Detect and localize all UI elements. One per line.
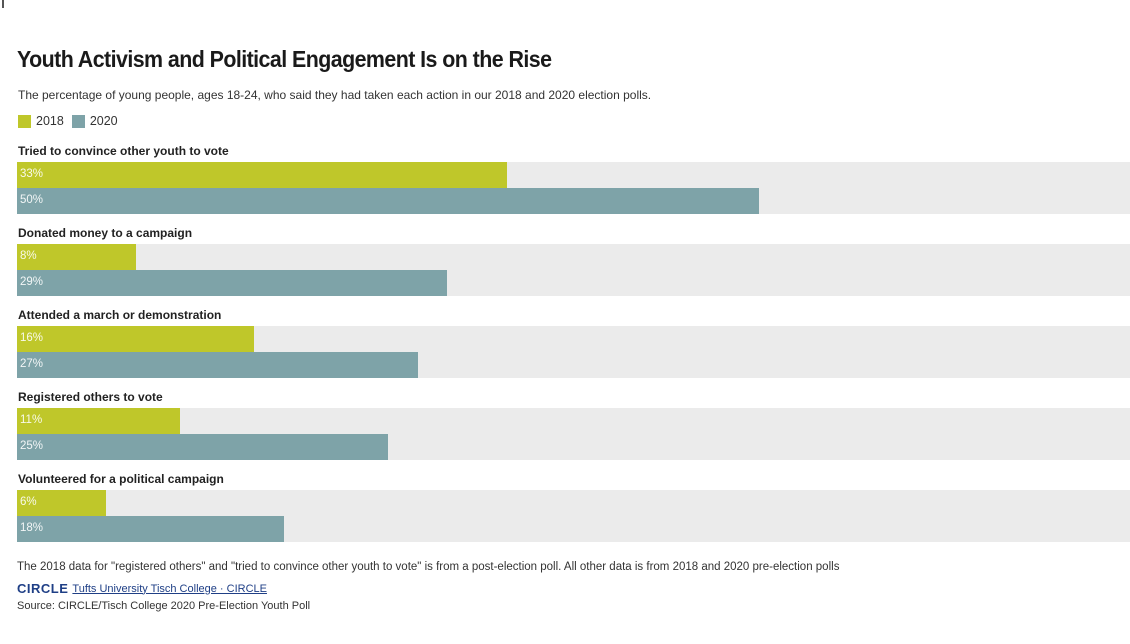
value-label-2020: 29% bbox=[20, 276, 44, 288]
bar-track-2018: 33% bbox=[17, 162, 1130, 188]
chart-subtitle: The percentage of young people, ages 18-… bbox=[18, 88, 652, 102]
value-label-2018: 6% bbox=[20, 496, 37, 508]
bar-group: Volunteered for a political campaign 6% 18… bbox=[17, 469, 1130, 551]
brand-link[interactable]: Tufts University Tisch College · CIRCLE bbox=[72, 582, 267, 595]
bar-group: Tried to convince other youth to vote 33%… bbox=[17, 141, 1130, 223]
source-note: Source: CIRCLE/Tisch College 2020 Pre-El… bbox=[17, 600, 311, 612]
bar-track-2020: 29% bbox=[17, 270, 1130, 296]
bar-group: Attended a march or demonstration 16% 27% bbox=[17, 305, 1130, 387]
value-label-2018: 11% bbox=[20, 414, 43, 426]
value-label-2020: 25% bbox=[20, 440, 44, 452]
bar-2018 bbox=[17, 244, 136, 270]
value-label-2020: 18% bbox=[20, 522, 44, 534]
bar-track-2018: 6% bbox=[17, 490, 1130, 516]
circle-logo: CIRCLE bbox=[17, 581, 69, 596]
legend: 2018 2020 bbox=[18, 114, 126, 128]
value-label-2018: 8% bbox=[20, 250, 37, 262]
bar-2020 bbox=[17, 270, 447, 296]
bar-track-2020: 27% bbox=[17, 352, 1130, 378]
bar-track-2020: 25% bbox=[17, 434, 1130, 460]
category-label: Tried to convince other youth to vote bbox=[18, 144, 229, 158]
legend-swatch-2018 bbox=[18, 114, 31, 128]
bar-2018 bbox=[17, 326, 254, 352]
value-label-2018: 16% bbox=[20, 332, 44, 344]
category-label: Attended a march or demonstration bbox=[18, 308, 222, 322]
brand-row: CIRCLE Tufts University Tisch College · … bbox=[17, 581, 267, 596]
legend-swatch-2020 bbox=[71, 114, 85, 128]
bar-group: Registered others to vote 11% 25% bbox=[17, 387, 1130, 469]
footnote: The 2018 data for "registered others" an… bbox=[17, 561, 840, 573]
bar-2018 bbox=[17, 162, 507, 188]
bar-group: Donated money to a campaign 8% 29% bbox=[17, 223, 1130, 305]
category-label: Registered others to vote bbox=[18, 390, 163, 404]
value-label-2020: 50% bbox=[20, 194, 44, 206]
bar-2018 bbox=[17, 408, 180, 434]
corner-mark bbox=[2, 0, 4, 8]
value-label-2018: 33% bbox=[20, 168, 44, 180]
bar-2020 bbox=[17, 352, 418, 378]
legend-label-2020: 2020 bbox=[89, 114, 118, 128]
bar-track-2020: 50% bbox=[17, 188, 1130, 214]
bar-2020 bbox=[17, 188, 759, 214]
legend-label-2018: 2018 bbox=[36, 114, 64, 128]
category-label: Donated money to a campaign bbox=[18, 226, 193, 240]
category-label: Volunteered for a political campaign bbox=[18, 472, 224, 486]
bar-chart: Tried to convince other youth to vote 33%… bbox=[17, 141, 1130, 551]
bar-2020 bbox=[17, 516, 284, 542]
bar-track-2018: 16% bbox=[17, 326, 1130, 352]
bar-track-2020: 18% bbox=[17, 516, 1130, 542]
bar-2018 bbox=[17, 490, 106, 516]
value-label-2020: 27% bbox=[20, 358, 44, 370]
legend-item-2018: 2018 bbox=[18, 114, 64, 128]
bar-track-2018: 11% bbox=[17, 408, 1130, 434]
bar-2020 bbox=[17, 434, 388, 460]
legend-item-2020: 2020 bbox=[71, 114, 118, 128]
chart-title: Youth Activism and Political Engagement … bbox=[17, 46, 552, 72]
bar-track-2018: 8% bbox=[17, 244, 1130, 270]
